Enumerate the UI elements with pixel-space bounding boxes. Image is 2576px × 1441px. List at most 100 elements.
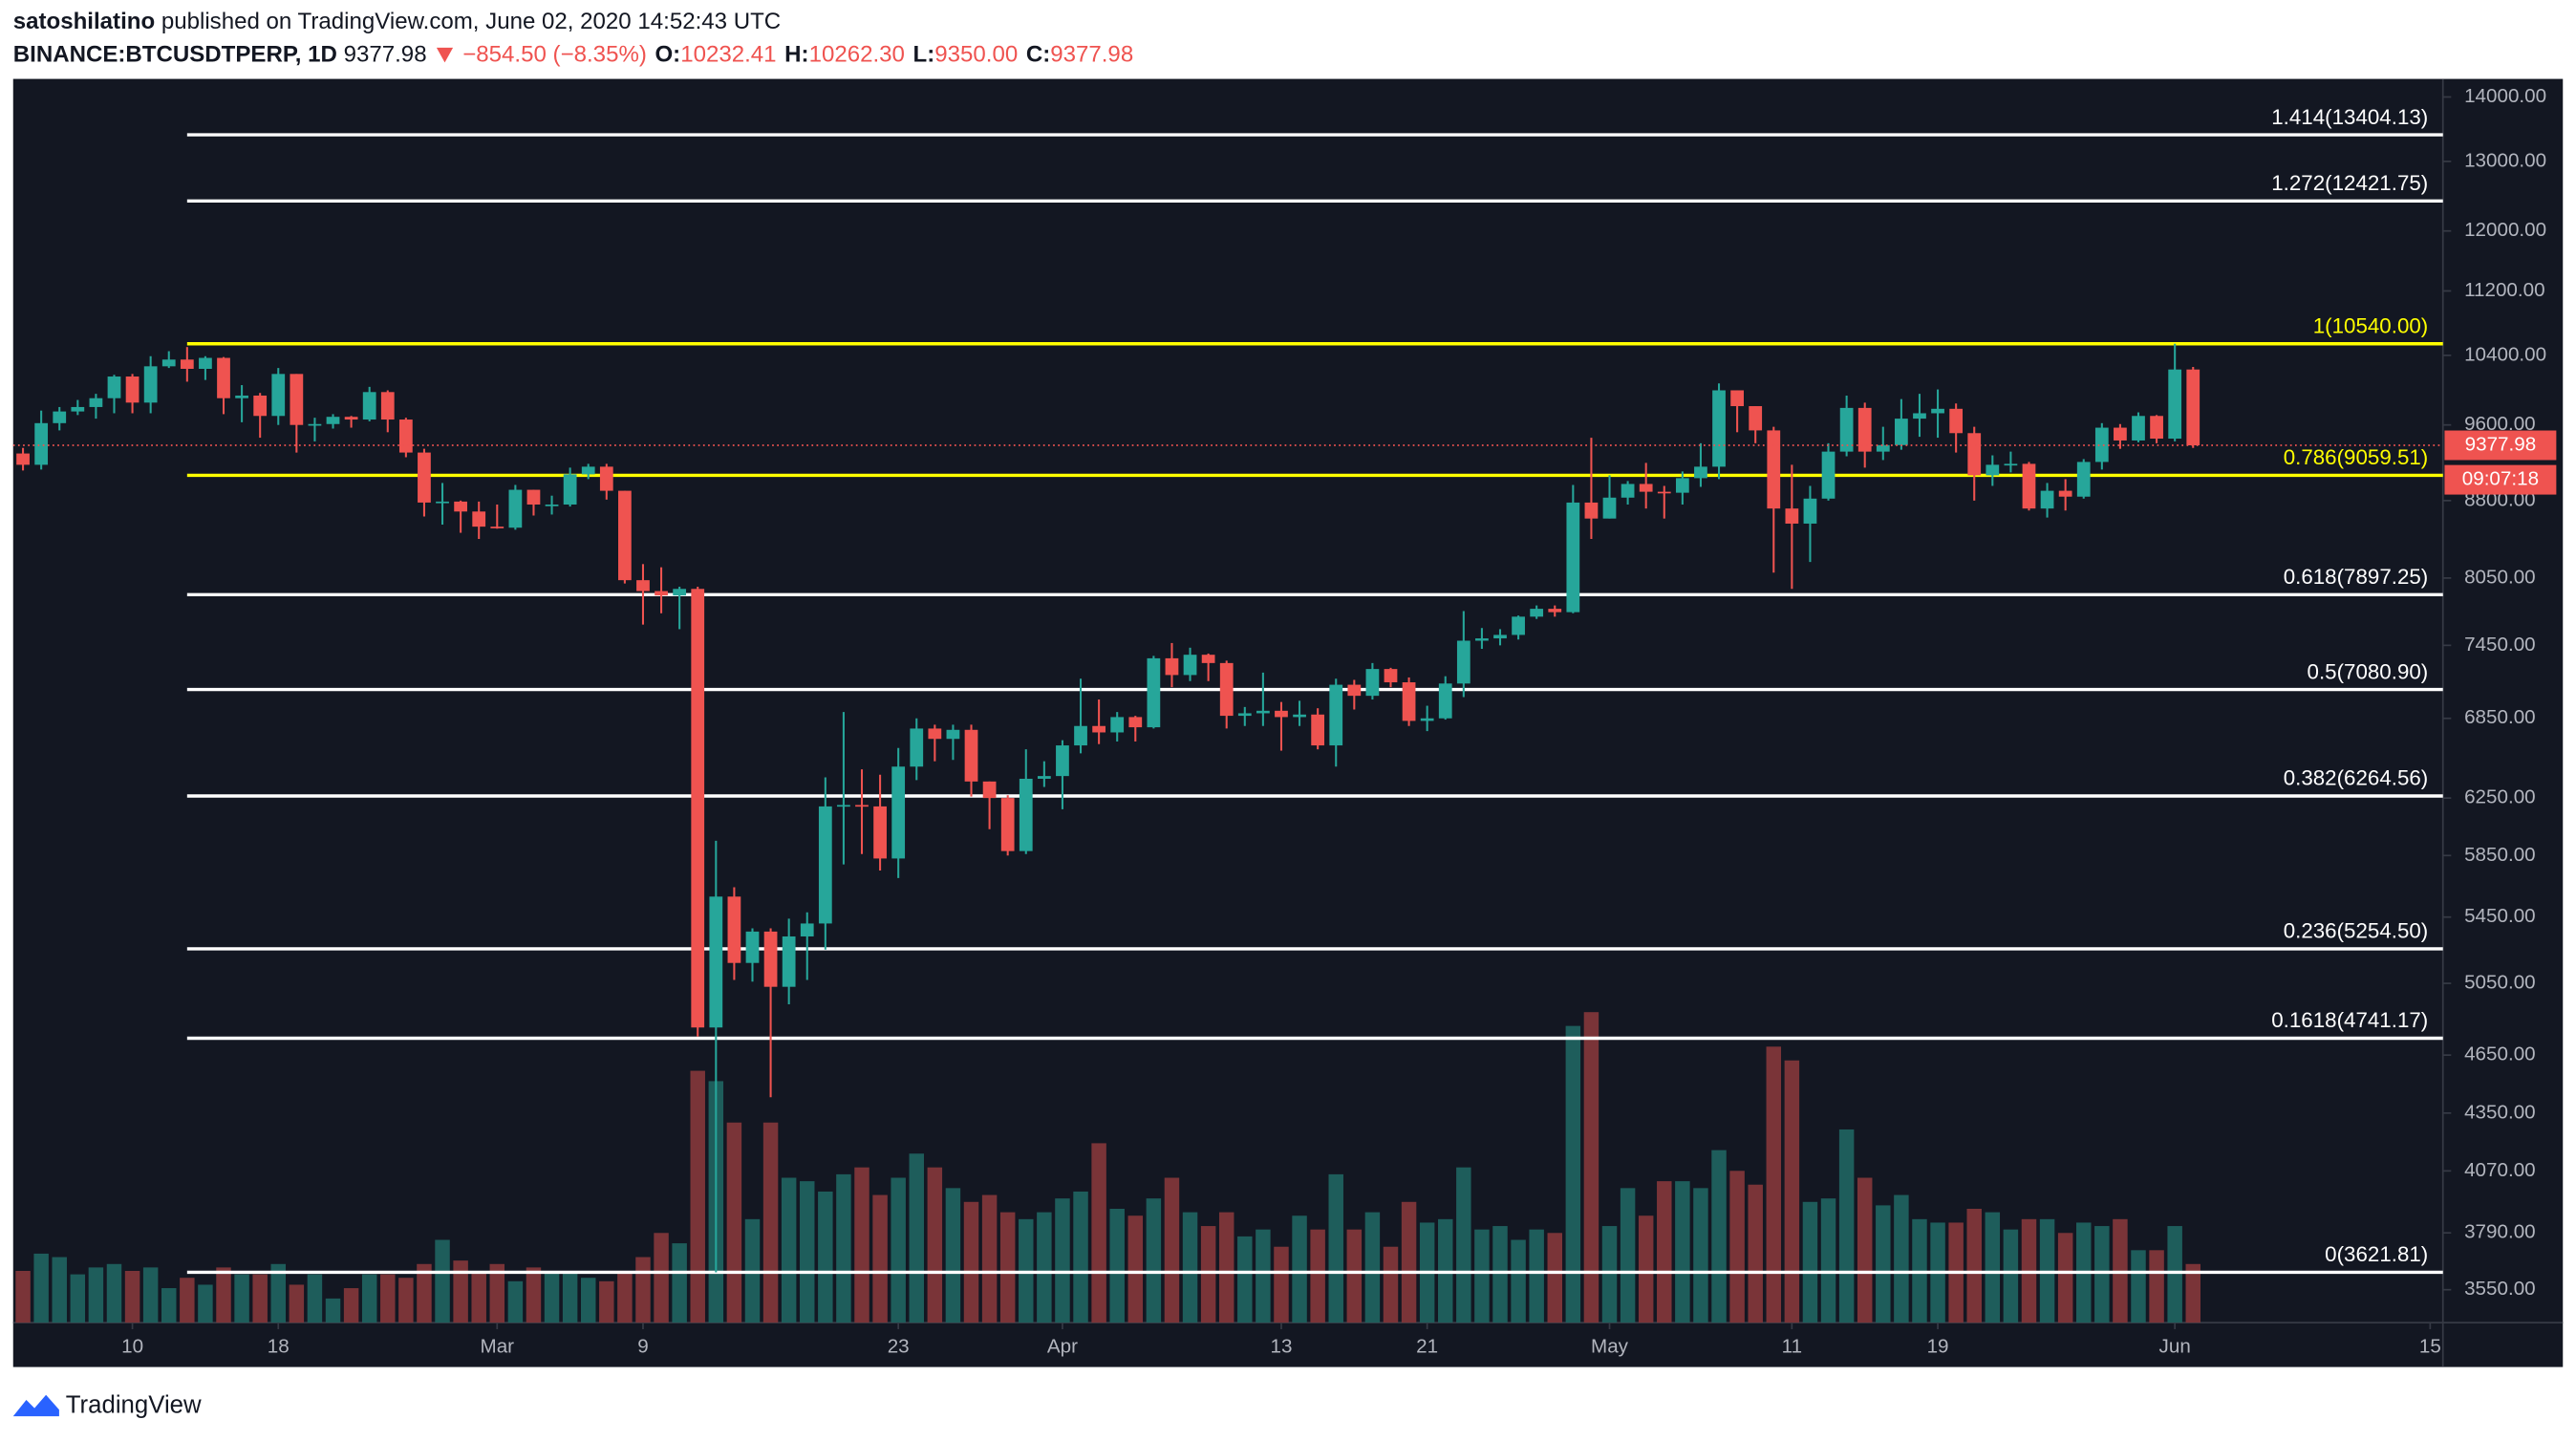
volume-bar [289, 1284, 305, 1323]
volume-bar [1876, 1205, 1891, 1323]
volume-bar [1456, 1167, 1471, 1323]
volume-bar [1675, 1181, 1690, 1323]
symbol: BINANCE:BTCUSDTPERP, 1D [13, 42, 337, 68]
candle-body [2040, 490, 2054, 509]
candle-body [454, 501, 467, 512]
candle-body [1493, 634, 1507, 639]
candle-body [2168, 369, 2182, 440]
volume-bar [70, 1274, 86, 1323]
volume-bar [909, 1153, 924, 1323]
volume-bar [1346, 1229, 1363, 1323]
volume-bar [252, 1274, 268, 1323]
candle-body [436, 501, 449, 504]
fib-label: 0.236(5254.50) [2284, 919, 2429, 943]
volume-bar [270, 1263, 286, 1323]
candle-body [1967, 433, 1982, 476]
candle-body [16, 453, 30, 465]
candle-body [107, 376, 121, 398]
candle-body [89, 398, 103, 407]
candle-body [837, 805, 850, 807]
fib-label: 1.272(12421.75) [2271, 171, 2428, 195]
volume-bar [1894, 1194, 1909, 1323]
candle-body [308, 423, 322, 426]
volume-bar [1383, 1246, 1399, 1323]
candle-body [253, 395, 268, 417]
volume-bar [2167, 1226, 2182, 1323]
y-tick-label: 14000.00 [2464, 85, 2546, 107]
y-tick-label: 4070.00 [2464, 1159, 2536, 1181]
candle-body [1420, 718, 1434, 721]
candle-body [946, 729, 960, 740]
y-tick-label: 7450.00 [2464, 634, 2536, 656]
volume-bar [1838, 1129, 1855, 1323]
candle-body [1110, 717, 1125, 733]
candle-body [1475, 638, 1489, 641]
candle-body [855, 805, 869, 807]
x-tick-label: Apr [1047, 1335, 1078, 1357]
ohlc-value: 9377.98 [1050, 42, 1133, 68]
volume-bar [1857, 1177, 1873, 1323]
y-tick-label: 10400.00 [2464, 343, 2546, 365]
candle-body [1074, 725, 1087, 746]
volume-bar [1364, 1212, 1381, 1323]
x-tick-label: Mar [481, 1335, 515, 1357]
volume-bar [1310, 1229, 1325, 1323]
candle-body [1548, 609, 1562, 613]
candle-body [1147, 657, 1161, 728]
brand-logo [12, 1394, 59, 1417]
volume-bar [1091, 1143, 1106, 1323]
candle-body [818, 806, 832, 924]
candle-body [1512, 616, 1525, 635]
last-price: 9377.98 [344, 42, 427, 68]
x-tick-label: May [1591, 1335, 1629, 1357]
volume-bar [1109, 1209, 1125, 1323]
candle-body [599, 466, 613, 491]
symbol-line: BINANCE:BTCUSDTPERP, 1D 9377.98 −854.50 … [13, 42, 1133, 68]
candle-body [326, 417, 340, 424]
fib-label: 1(10540.00) [2313, 313, 2429, 337]
candle-body [1839, 407, 1854, 452]
volume-bar [1966, 1209, 1982, 1323]
candle-body [1438, 683, 1452, 719]
volume-bar [818, 1191, 833, 1323]
candle-body [1821, 451, 1835, 499]
volume-bar [161, 1288, 177, 1323]
volume-bar [1620, 1188, 1636, 1323]
candle-body [161, 359, 176, 367]
x-tick-label: 19 [1927, 1335, 1949, 1357]
volume-bar [963, 1201, 979, 1323]
volume-bar [891, 1177, 906, 1323]
x-tick-label: 11 [1782, 1335, 1802, 1357]
x-tick-label: 15 [2419, 1335, 2441, 1357]
volume-bar [398, 1278, 414, 1323]
candle-body [1895, 419, 1908, 445]
price-tag: 9377.98 [2465, 433, 2537, 455]
volume-bar [526, 1267, 542, 1323]
volume-bar [1784, 1060, 1800, 1323]
volume-bar [234, 1274, 249, 1323]
candle-body [1329, 684, 1343, 746]
volume-bar [88, 1267, 104, 1323]
volume-bar [33, 1253, 49, 1323]
candle-body [2114, 427, 2127, 441]
candle-body [1000, 798, 1015, 851]
candle-body [1530, 609, 1544, 617]
volume-bar [599, 1280, 614, 1323]
volume-bar [435, 1239, 450, 1323]
candle-body [2094, 427, 2109, 462]
header-line: satoshilatino published on TradingView.c… [13, 9, 781, 34]
volume-bar [2057, 1233, 2073, 1323]
volume-bar [1729, 1171, 1745, 1323]
candle-body [34, 422, 49, 465]
volume-bar [800, 1181, 815, 1323]
candle-body [1876, 444, 1890, 452]
candle-body [53, 411, 67, 423]
candle-body [636, 580, 650, 591]
volume-bar [1182, 1212, 1198, 1323]
x-tick-label: 21 [1416, 1335, 1438, 1357]
candle-body [1785, 508, 1799, 524]
x-tick-label: 23 [888, 1335, 910, 1357]
volume-bar [1802, 1201, 1818, 1323]
candle-body [1566, 502, 1580, 613]
candle-body [199, 357, 212, 369]
